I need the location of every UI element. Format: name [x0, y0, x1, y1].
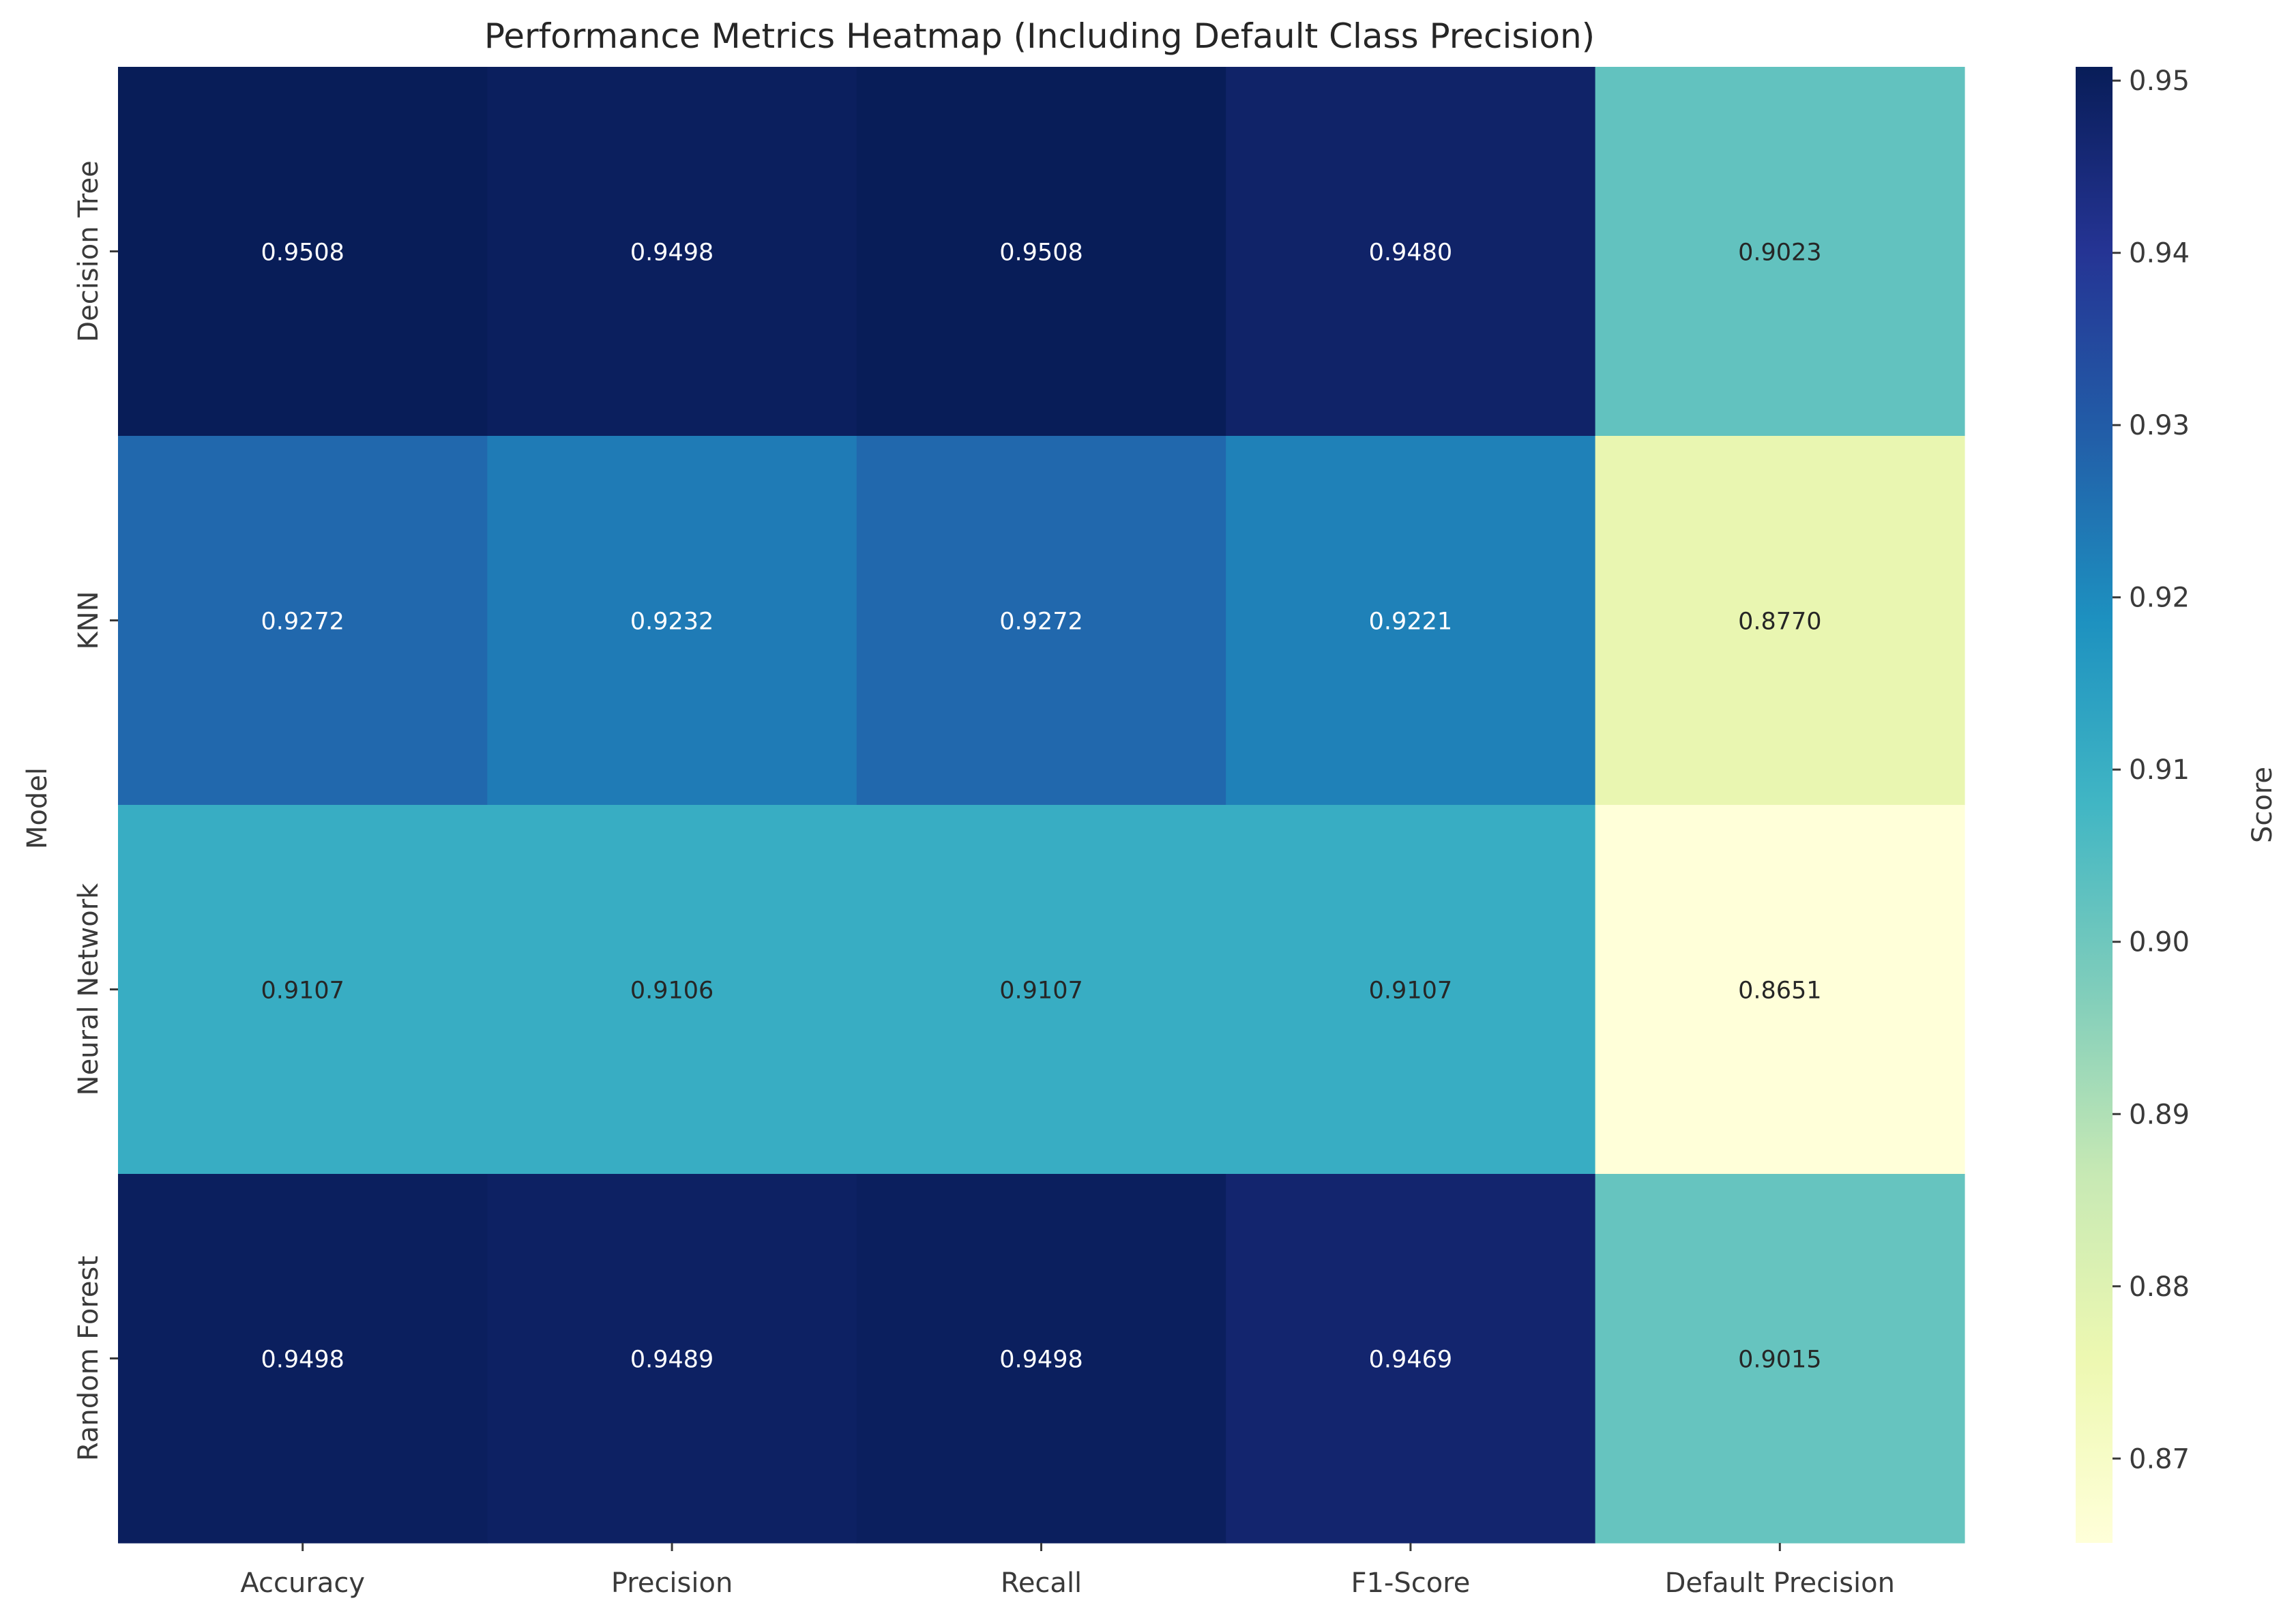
- y-axis-label: Model: [22, 767, 53, 849]
- heatmap-cell: [1595, 1174, 1965, 1544]
- colorbar-tick-label: 0.95: [2129, 65, 2190, 97]
- cell-value-label: 0.8770: [1738, 608, 1821, 636]
- x-tick-label: Accuracy: [240, 1567, 365, 1599]
- heatmap-cell: [1226, 1174, 1596, 1544]
- colorbar-tick-label: 0.92: [2129, 583, 2190, 614]
- heatmap-cell: [856, 436, 1226, 806]
- cell-value-label: 0.9107: [999, 977, 1083, 1005]
- cell-value-label: 0.9508: [261, 239, 344, 267]
- colorbar-tick-label: 0.87: [2129, 1443, 2190, 1475]
- colorbar-tick-label: 0.90: [2129, 927, 2190, 958]
- heatmap-cell: [856, 67, 1226, 437]
- cell-value-label: 0.8651: [1738, 977, 1821, 1005]
- cell-value-label: 0.9015: [1738, 1346, 1821, 1374]
- heatmap-annotations: 0.9508 0.9498 0.9508 0.9480 0.9023 0.9272 0.92…: [261, 239, 1821, 1374]
- colorbar-tick-label: 0.93: [2129, 410, 2190, 441]
- colorbar-label: Score: [2247, 767, 2278, 843]
- chart-title: Performance Metrics Heatmap (Including D…: [484, 16, 1595, 56]
- heatmap-cell: [1595, 805, 1965, 1175]
- heatmap-cell: [1226, 67, 1596, 437]
- colorbar-tick-label: 0.94: [2129, 238, 2190, 269]
- heatmap-cell: [487, 805, 857, 1175]
- cell-value-label: 0.9107: [1369, 977, 1452, 1005]
- cell-value-label: 0.9498: [630, 239, 713, 267]
- colorbar: [2076, 67, 2113, 1543]
- y-tick-labels: Decision Tree KNN Neural Network Random For…: [73, 160, 118, 1461]
- y-tick-label: Random Forest: [73, 1256, 104, 1461]
- x-tick-label: Default Precision: [1665, 1567, 1895, 1599]
- cell-value-label: 0.9272: [999, 608, 1083, 636]
- heatmap-cell: [1226, 805, 1596, 1175]
- y-tick-label: KNN: [73, 591, 104, 649]
- y-tick-label: Neural Network: [73, 883, 104, 1096]
- y-tick-label: Decision Tree: [73, 160, 104, 342]
- cell-value-label: 0.9023: [1738, 239, 1821, 267]
- cell-value-label: 0.9272: [261, 608, 344, 636]
- cell-value-label: 0.9221: [1369, 608, 1452, 636]
- colorbar-tick-label: 0.89: [2129, 1099, 2190, 1130]
- heatmap-cell: [1595, 436, 1965, 806]
- heatmap-cell: [856, 805, 1226, 1175]
- cell-value-label: 0.9498: [261, 1346, 344, 1374]
- heatmap-cell: [487, 67, 857, 437]
- x-tick-labels: Accuracy Precision Recall F1-Score Default P…: [240, 1543, 1895, 1599]
- cell-value-label: 0.9106: [630, 977, 713, 1005]
- colorbar-tick-label: 0.88: [2129, 1271, 2190, 1303]
- x-tick-label: F1-Score: [1351, 1567, 1470, 1599]
- heatmap-cells: [118, 67, 1965, 1544]
- cell-value-label: 0.9232: [630, 608, 713, 636]
- cell-value-label: 0.9489: [630, 1346, 713, 1374]
- cell-value-label: 0.9480: [1369, 239, 1452, 267]
- heatmap-cell: [487, 436, 857, 806]
- heatmap-cell: [118, 805, 488, 1175]
- cell-value-label: 0.9508: [999, 239, 1083, 267]
- x-tick-label: Precision: [611, 1567, 733, 1599]
- heatmap-cell: [118, 436, 488, 806]
- x-tick-label: Recall: [1001, 1567, 1082, 1599]
- cell-value-label: 0.9107: [261, 977, 344, 1005]
- heatmap-cell: [118, 67, 488, 437]
- heatmap-cell: [118, 1174, 488, 1544]
- colorbar-tick-label: 0.91: [2129, 754, 2190, 786]
- heatmap-cell: [487, 1174, 857, 1544]
- cell-value-label: 0.9469: [1369, 1346, 1452, 1374]
- heatmap-cell: [856, 1174, 1226, 1544]
- heatmap-cell: [1595, 67, 1965, 437]
- cell-value-label: 0.9498: [999, 1346, 1083, 1374]
- colorbar-ticks: 0.87 0.88 0.89 0.90 0.91 0.92 0.93 0.94 0.95: [2113, 65, 2190, 1475]
- heatmap-cell: [1226, 436, 1596, 806]
